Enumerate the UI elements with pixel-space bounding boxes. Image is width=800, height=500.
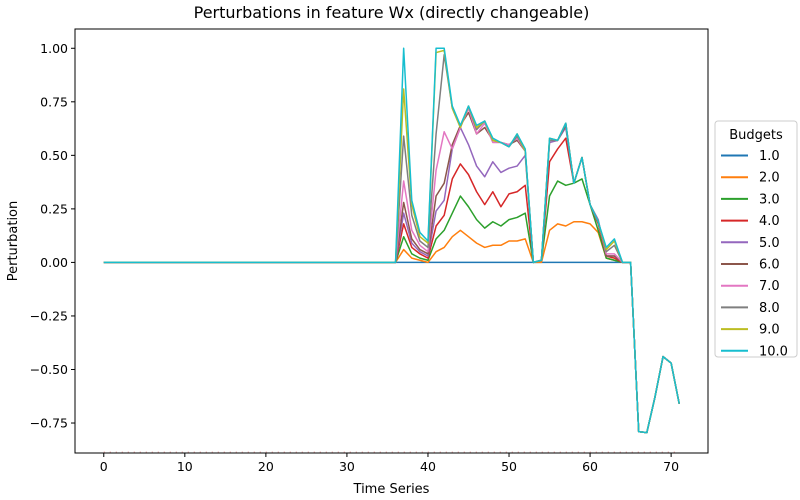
legend-entry-1: 1.0 [759,149,780,164]
plot-frame [74,28,709,454]
series-line-9 [103,49,680,434]
series-line-5 [103,126,680,434]
x-tick-label: 30 [339,459,355,474]
x-tick-label: 10 [177,459,193,474]
legend-entry-10: 10.0 [759,344,788,359]
legend-entry-2: 2.0 [759,171,780,186]
series-line-10 [103,47,680,434]
y-tick-label: −0.25 [30,308,68,323]
legend-box [714,120,798,358]
y-tick-label: 0.50 [40,148,68,163]
series-line-2 [103,220,680,434]
legend-entry-7: 7.0 [759,279,780,294]
legend-entry-5: 5.0 [759,236,780,251]
series-line-1 [103,261,680,434]
legend-entry-3: 3.0 [759,192,780,207]
series-line-7 [103,107,680,434]
series-line-4 [103,137,680,434]
x-axis: 0 10 20 30 40 50 60 70 [100,453,679,474]
legend-entry-8: 8.0 [759,301,780,316]
y-tick-label: 1.00 [40,41,68,56]
legend-entry-9: 9.0 [759,323,780,338]
x-tick-label: 0 [100,459,108,474]
legend-items: 1.0 2.0 3.0 4.0 5.0 6.0 7.0 8.0 9.0 10.0 [721,149,788,359]
y-tick-label: 0.00 [40,255,68,270]
legend: Budgets 1.0 2.0 3.0 4.0 5.0 6.0 7.0 8.0 9.0 10.0 [714,120,798,359]
y-tick-label: 0.75 [40,94,68,109]
legend-entry-6: 6.0 [759,258,780,273]
series-layer [103,47,680,434]
y-axis-label: Perturbation [6,201,21,282]
x-tick-label: 40 [420,459,436,474]
x-tick-label: 20 [258,459,274,474]
y-tick-label: 0.25 [40,201,68,216]
series-line-8 [103,53,680,434]
y-axis: −0.75 −0.50 −0.25 0.00 0.25 0.50 0.75 1.00 [30,41,75,431]
x-tick-label: 50 [501,459,517,474]
y-tick-label: −0.50 [30,362,68,377]
legend-title: Budgets [729,128,783,143]
chart-title: Perturbations in feature Wx (directly ch… [194,3,590,22]
x-axis-label: Time Series [353,482,430,497]
x-tick-label: 60 [582,459,598,474]
legend-entry-4: 4.0 [759,214,780,229]
series-line-3 [103,178,680,434]
x-tick-label: 70 [663,459,679,474]
y-tick-label: −0.75 [30,416,68,431]
series-line-6 [103,111,680,434]
